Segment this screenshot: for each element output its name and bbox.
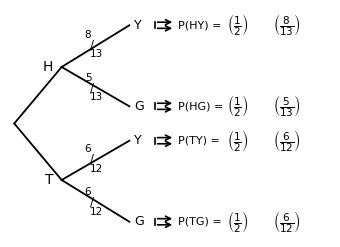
Text: 6: 6 bbox=[85, 144, 91, 154]
Text: Y: Y bbox=[134, 19, 142, 32]
Text: 8: 8 bbox=[85, 30, 91, 40]
Text: P(HG) =: P(HG) = bbox=[178, 101, 224, 111]
Text: $\left(\dfrac{6}{12}\right)$: $\left(\dfrac{6}{12}\right)$ bbox=[273, 209, 301, 235]
Text: 13: 13 bbox=[89, 92, 103, 102]
Text: $\left(\dfrac{8}{13}\right)$: $\left(\dfrac{8}{13}\right)$ bbox=[273, 12, 301, 38]
Text: P(HY) =: P(HY) = bbox=[178, 20, 222, 30]
Text: 5: 5 bbox=[85, 73, 91, 83]
Text: 12: 12 bbox=[89, 164, 103, 174]
Text: P(TG) =: P(TG) = bbox=[178, 217, 222, 227]
Text: $\left(\dfrac{1}{2}\right)$: $\left(\dfrac{1}{2}\right)$ bbox=[227, 209, 248, 235]
Text: /: / bbox=[90, 153, 94, 166]
Text: G: G bbox=[134, 215, 144, 228]
Text: $\left(\dfrac{1}{2}\right)$: $\left(\dfrac{1}{2}\right)$ bbox=[227, 12, 248, 38]
Text: /: / bbox=[90, 81, 94, 94]
Text: /: / bbox=[90, 196, 94, 209]
Text: $\left(\dfrac{1}{2}\right)$: $\left(\dfrac{1}{2}\right)$ bbox=[227, 93, 248, 119]
Text: H: H bbox=[43, 60, 53, 74]
Text: T: T bbox=[45, 173, 53, 187]
Text: $\left(\dfrac{6}{12}\right)$: $\left(\dfrac{6}{12}\right)$ bbox=[273, 128, 301, 154]
Text: G: G bbox=[134, 100, 144, 113]
Text: Y: Y bbox=[134, 134, 142, 147]
Text: 13: 13 bbox=[89, 49, 103, 59]
Text: $\left(\dfrac{1}{2}\right)$: $\left(\dfrac{1}{2}\right)$ bbox=[227, 128, 248, 154]
Text: 6: 6 bbox=[85, 187, 91, 197]
Text: $\left(\dfrac{5}{13}\right)$: $\left(\dfrac{5}{13}\right)$ bbox=[273, 93, 301, 119]
Text: P(TY) =: P(TY) = bbox=[178, 136, 220, 146]
Text: 12: 12 bbox=[89, 206, 103, 217]
Text: /: / bbox=[90, 38, 94, 51]
